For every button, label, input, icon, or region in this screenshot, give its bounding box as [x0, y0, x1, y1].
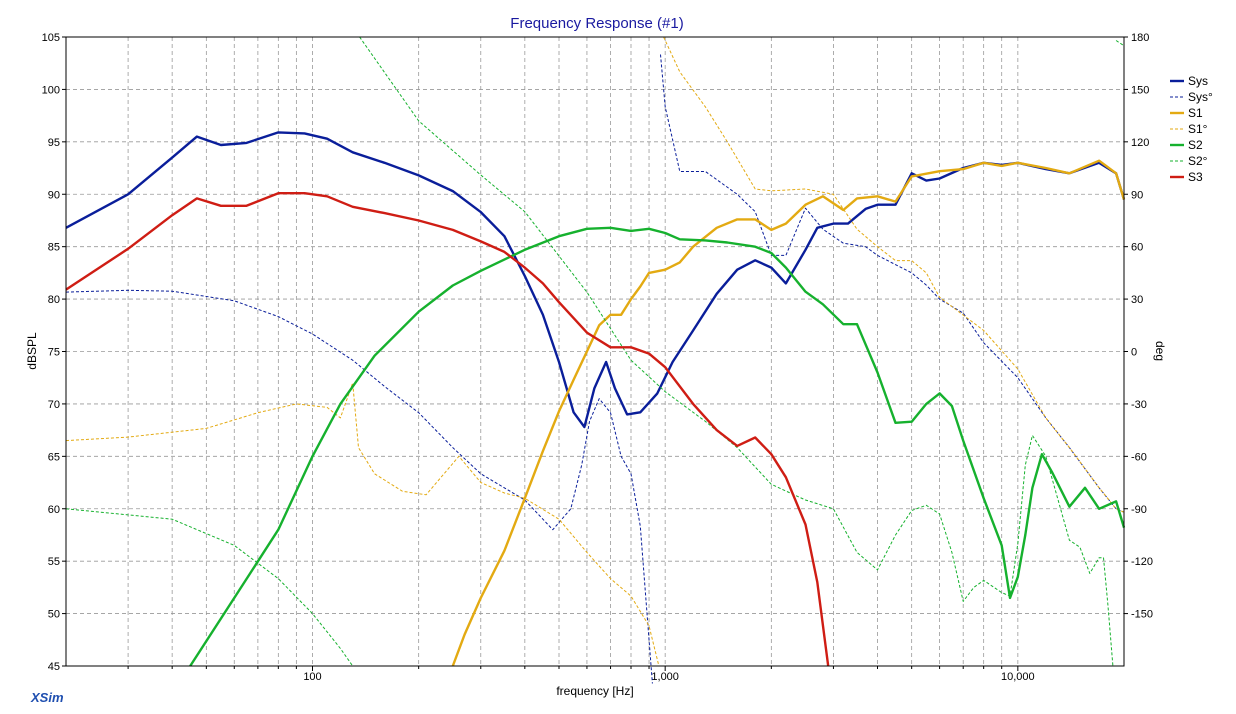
- legend-label: Sys°: [1188, 90, 1213, 104]
- plot-grid: [66, 37, 1124, 666]
- y-tick-label: 85: [48, 242, 60, 254]
- y2-tick-label: 180: [1131, 32, 1149, 44]
- y-tick-label: 90: [48, 189, 60, 201]
- plot-frame: [65, 36, 1125, 667]
- y2-tick-label: 30: [1131, 294, 1143, 306]
- y2-tick-label: 120: [1131, 137, 1149, 149]
- legend-label: S3: [1188, 170, 1203, 184]
- y2-tick-label: 60: [1131, 242, 1143, 254]
- series-line-0: [65, 131, 1126, 429]
- y2-tick-label: -60: [1131, 451, 1147, 463]
- y-tick-label: 100: [42, 84, 60, 96]
- y2-tick-label: 90: [1131, 189, 1143, 201]
- y-tick-label: 95: [48, 137, 60, 149]
- chart-title: Frequency Response (#1): [510, 15, 683, 32]
- series-line-4: [189, 226, 1126, 667]
- y-tick-label: 75: [48, 347, 60, 359]
- legend-label: S1°: [1188, 122, 1208, 136]
- axis-ticks: 45 50 55 60 65 70 75 80 85 90 95 100 105 -150 -120 -90 -…: [42, 32, 1153, 683]
- legend-label: S2°: [1188, 154, 1208, 168]
- y-tick-label: 70: [48, 399, 60, 411]
- y-tick-label: 105: [42, 32, 60, 44]
- y2-tick-label: 150: [1131, 84, 1149, 96]
- chart-legend: Sys Sys° S1 S1° S2 S2° S3: [1170, 74, 1213, 184]
- legend-label: S2: [1188, 138, 1203, 152]
- x-axis-label: frequency [Hz]: [556, 684, 633, 698]
- y-axis-label: dBSPL: [25, 332, 39, 370]
- app-brand: XSim: [30, 690, 64, 705]
- y-tick-label: 45: [48, 661, 60, 673]
- series-line-3: [65, 36, 1125, 667]
- y2-tick-label: 0: [1131, 347, 1137, 359]
- series-line-6: [65, 192, 830, 667]
- series-line-5: [65, 36, 1125, 667]
- series-line-1: [65, 54, 1125, 684]
- y-tick-label: 65: [48, 451, 60, 463]
- x-tick-label: 10,000: [1001, 671, 1035, 683]
- y-tick-label: 50: [48, 609, 60, 621]
- y2-axis-label: deg: [1153, 341, 1167, 361]
- x-tick-label: 1,000: [651, 671, 679, 683]
- legend-label: S1: [1188, 106, 1203, 120]
- y-tick-label: 60: [48, 504, 60, 516]
- x-tick-label: 100: [303, 671, 321, 683]
- y-tick-label: 80: [48, 294, 60, 306]
- y2-tick-label: -150: [1131, 609, 1153, 621]
- y2-tick-label: -30: [1131, 399, 1147, 411]
- plot-series: [65, 36, 1126, 684]
- legend-label: Sys: [1188, 74, 1208, 88]
- y2-tick-label: -120: [1131, 556, 1153, 568]
- y-tick-label: 55: [48, 556, 60, 568]
- series-line-2: [451, 159, 1126, 667]
- y2-tick-label: -90: [1131, 504, 1147, 516]
